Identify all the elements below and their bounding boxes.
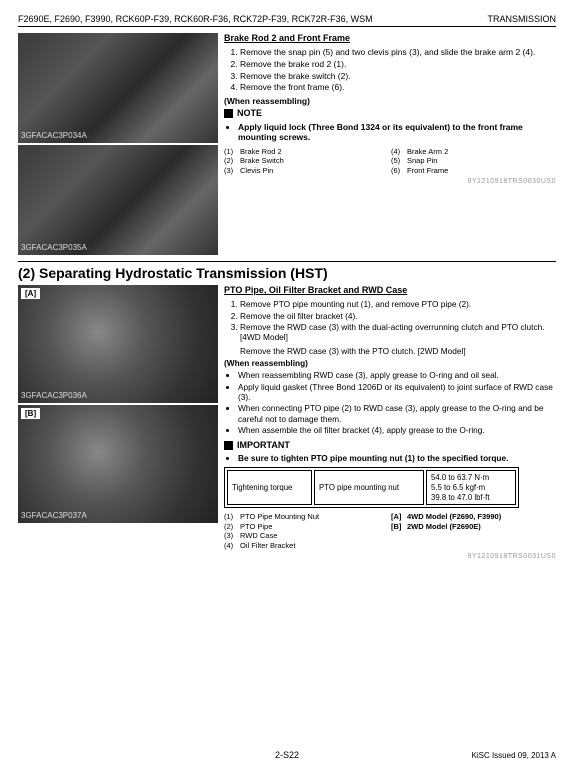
part-num: (3) [224,166,238,175]
note-bullet: Apply liquid lock (Three Bond 1324 or it… [238,122,556,143]
torque-values: 54.0 to 63.7 N·m 5.5 to 6.5 kgf·m 39.8 t… [426,470,516,505]
part-name: PTO Pipe Mounting Nut [240,512,389,521]
bullet: When reassembling RWD case (3), apply gr… [238,370,556,380]
part-num: (5) [391,156,405,165]
photo-pto-4wd: [A] 3GFACAC3P036A [18,285,218,403]
issue-info: KiSC Issued 09, 2013 A [472,751,557,760]
doc-code-1: 9Y1210918TRS0030US0 [224,178,556,187]
section2-text: PTO Pipe, Oil Filter Bracket and RWD Cas… [224,285,556,568]
photo-pto-2wd: [B] 3GFACAC3P037A [18,405,218,523]
model-tag: [A] [391,512,405,521]
step: Remove PTO pipe mounting nut (1), and re… [240,299,556,309]
photo-brake-rod: 3GFACAC3P034A [18,33,218,143]
torque-label: Tightening torque [227,470,312,505]
note-label: NOTE [237,108,262,119]
step-3b: Remove the RWD case (3) with the PTO clu… [224,346,556,356]
section1-text: Brake Rod 2 and Front Frame Remove the s… [224,33,556,257]
part-name: Clevis Pin [240,166,389,175]
model-tag: [B] [391,522,405,531]
header-models: F2690E, F2690, F3990, RCK60P-F39, RCK60R… [18,14,373,24]
section2-steps: Remove PTO pipe mounting nut (1), and re… [224,299,556,342]
part-num: (1) [224,512,238,521]
step: Remove the front frame (6). [240,82,556,93]
part-name: Front Frame [407,166,556,175]
section2-title: PTO Pipe, Oil Filter Bracket and RWD Cas… [224,285,556,296]
section2-heading: (2) Separating Hydrostatic Transmission … [18,261,556,281]
header-section: TRANSMISSION [487,14,556,24]
part-num: (2) [224,522,238,531]
step: Remove the brake switch (2). [240,71,556,82]
note-bullets: Apply liquid lock (Three Bond 1324 or it… [224,122,556,143]
step: Remove the oil filter bracket (4). [240,311,556,321]
part-name: Snap Pin [407,156,556,165]
image-column-1: 3GFACAC3P034A 3GFACAC3P035A [18,33,218,257]
part-name: RWD Case [240,531,389,540]
torque-part: PTO pipe mounting nut [314,470,424,505]
bullet: When assemble the oil filter bracket (4)… [238,425,556,435]
part-name: Brake Switch [240,156,389,165]
image-column-2: [A] 3GFACAC3P036A [B] 3GFACAC3P037A [18,285,218,568]
part-name: Oil Filter Bracket [240,541,389,550]
part-name: Brake Arm 2 [407,147,556,156]
photo-label: 3GFACAC3P035A [21,243,87,252]
model-name: 2WD Model (F2690E) [407,522,556,531]
parts-legend-2: (1)PTO Pipe Mounting Nut [A]4WD Model (F… [224,512,556,550]
photo-front-frame: 3GFACAC3P035A [18,145,218,255]
reassem-bullets: When reassembling RWD case (3), apply gr… [224,370,556,435]
important-label: IMPORTANT [237,440,290,451]
torque-table: Tightening torque PTO pipe mounting nut … [224,467,519,508]
part-num: (4) [224,541,238,550]
step: Remove the snap pin (5) and two clevis p… [240,47,556,58]
section1-steps: Remove the snap pin (5) and two clevis p… [224,47,556,93]
doc-code-2: 9Y1210918TRS0031US0 [224,553,556,562]
part-name: PTO Pipe [240,522,389,531]
important-icon [224,441,233,450]
reassembling-heading: (When reassembling) [224,96,556,107]
part-num: (3) [224,531,238,540]
reassembling-heading-2: (When reassembling) [224,358,556,368]
photo-tag: [A] [21,288,40,299]
part-num: (4) [391,147,405,156]
model-name: 4WD Model (F2690, F3990) [407,512,556,521]
part-num: (6) [391,166,405,175]
parts-legend-1: (1)Brake Rod 2 (4)Brake Arm 2 (2)Brake S… [224,147,556,175]
important-bullet: Be sure to tighten PTO pipe mounting nut… [238,453,556,463]
part-name: Brake Rod 2 [240,147,389,156]
photo-tag: [B] [21,408,40,419]
photo-label: 3GFACAC3P037A [21,511,87,520]
photo-label: 3GFACAC3P034A [21,131,87,140]
photo-label: 3GFACAC3P036A [21,391,87,400]
bullet: Apply liquid gasket (Three Bond 1206D or… [238,382,556,403]
step: Remove the RWD case (3) with the dual-ac… [240,322,556,343]
step: Remove the brake rod 2 (1). [240,59,556,70]
note-icon [224,109,233,118]
section1-title: Brake Rod 2 and Front Frame [224,33,556,44]
bullet: When connecting PTO pipe (2) to RWD case… [238,403,556,424]
part-num: (1) [224,147,238,156]
important-bullets: Be sure to tighten PTO pipe mounting nut… [224,453,556,463]
part-num: (2) [224,156,238,165]
